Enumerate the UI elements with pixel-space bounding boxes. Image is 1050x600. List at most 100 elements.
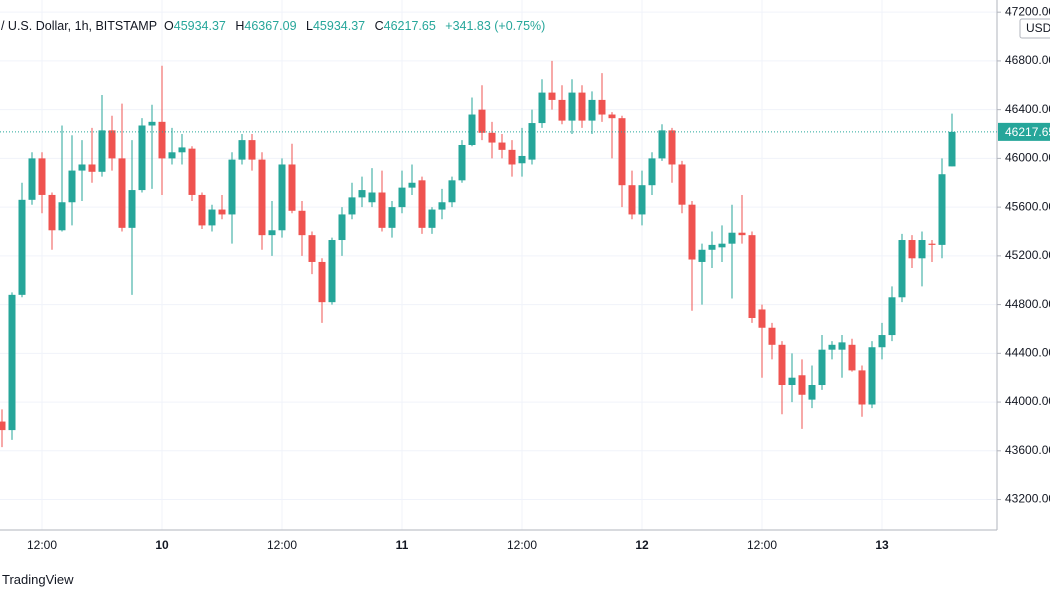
x-tick-label: 12 [635, 538, 649, 552]
candle-body [98, 130, 106, 172]
ohlc-prefix: H [235, 19, 245, 33]
legend: Bitcoin / U.S. Dollar, 1h, BITSTAMP O459… [0, 19, 551, 33]
candle-body [538, 92, 546, 124]
candle-body [158, 121, 166, 159]
x-tick-label: 12:00 [267, 538, 297, 552]
candle-body [618, 118, 626, 186]
candle-body [298, 210, 306, 236]
candle-body [428, 209, 436, 228]
candle-body [258, 159, 266, 236]
candle-body [318, 261, 326, 303]
y-tick-label: 46000.00 [1005, 151, 1050, 165]
candle-body [448, 180, 456, 203]
candle-body [308, 235, 316, 262]
candle-body [828, 344, 836, 350]
x-tick-label: 13 [875, 538, 889, 552]
candle-body [868, 347, 876, 405]
candle-body [698, 249, 706, 262]
candle-body [858, 370, 866, 405]
candle-body [178, 147, 186, 153]
candle-body [688, 204, 696, 260]
currency-label: USD [1026, 21, 1050, 35]
candle-body [778, 344, 786, 386]
candle-body [758, 309, 766, 328]
candle-body [848, 344, 856, 371]
candle-body [518, 155, 526, 164]
y-tick-label: 44800.00 [1005, 297, 1050, 311]
y-tick-label: 43600.00 [1005, 443, 1050, 457]
candle-body [88, 164, 96, 172]
candle-body [648, 158, 656, 186]
candle-body [348, 197, 356, 215]
candle-body [488, 132, 496, 143]
candle-body [38, 158, 46, 195]
symbol: Bitcoin / U.S. Dollar, 1h, BITSTAMP [0, 19, 158, 33]
x-tick-label: 10 [155, 538, 169, 552]
candle-body [888, 297, 896, 336]
candle-body [498, 142, 506, 150]
change: +341.83 (+0.75%) [445, 19, 546, 33]
ohlc-value: 45934.37 [312, 19, 366, 33]
candle-body [128, 190, 136, 228]
currency-box [1019, 18, 1050, 39]
candle-body [838, 342, 846, 350]
ohlc-prefix: C [374, 19, 384, 33]
candle-body [798, 375, 806, 395]
candle-body [418, 180, 426, 228]
candle-body [268, 230, 276, 236]
candle-body [338, 214, 346, 241]
candle-body [458, 144, 466, 181]
candle-body [368, 192, 376, 203]
candle-body [8, 294, 16, 431]
y-tick-label: 43200.00 [1005, 492, 1050, 506]
candle-body [0, 421, 6, 431]
candle-body [918, 240, 926, 259]
candle-body [658, 130, 666, 159]
ohlc-value: 45934.37 [173, 19, 226, 33]
candle-body [678, 164, 686, 205]
candle-body [588, 99, 596, 121]
candle-body [148, 121, 156, 126]
candle-body [568, 92, 576, 121]
candle-body [728, 232, 736, 244]
candle-body [878, 335, 886, 348]
ohlc-value: 46217.65 [383, 19, 436, 33]
candle-body [718, 243, 726, 248]
ohlc-prefix: L [306, 19, 313, 33]
y-tick-label: 44400.00 [1005, 346, 1050, 360]
y-tick-label: 46800.00 [1005, 53, 1050, 67]
candle-body [578, 92, 586, 121]
candle-body [748, 235, 756, 318]
x-tick-label: 12:00 [27, 538, 57, 552]
candle-body [378, 192, 386, 228]
price-label: 46217.65 [1005, 125, 1050, 139]
ohlc-value: 46367.09 [244, 19, 297, 33]
candle-body [948, 131, 956, 167]
candle-body [738, 232, 746, 236]
candle-body [238, 140, 246, 160]
candle-body [638, 185, 646, 215]
candle-body [548, 92, 556, 100]
candle-body [938, 174, 946, 245]
candle-body [288, 164, 296, 211]
candle-body [768, 327, 776, 345]
candle-body [928, 243, 936, 245]
candle-body [18, 199, 26, 295]
x-tick-label: 11 [396, 538, 409, 552]
candle-body [408, 182, 416, 188]
candle-body [358, 190, 366, 198]
candle-body [898, 240, 906, 298]
candle-body [208, 209, 216, 226]
candle-body [908, 240, 916, 259]
x-tick-label: 12:00 [747, 538, 777, 552]
candle-body [118, 158, 126, 228]
candle-body [608, 114, 616, 119]
y-tick-label: 45600.00 [1005, 199, 1050, 213]
candle-body [168, 152, 176, 159]
candle-body [708, 244, 716, 250]
candle-body [198, 194, 206, 226]
ohlc-prefix: O [164, 19, 174, 33]
y-tick-label: 46400.00 [1005, 102, 1050, 116]
candle-body [628, 185, 636, 215]
